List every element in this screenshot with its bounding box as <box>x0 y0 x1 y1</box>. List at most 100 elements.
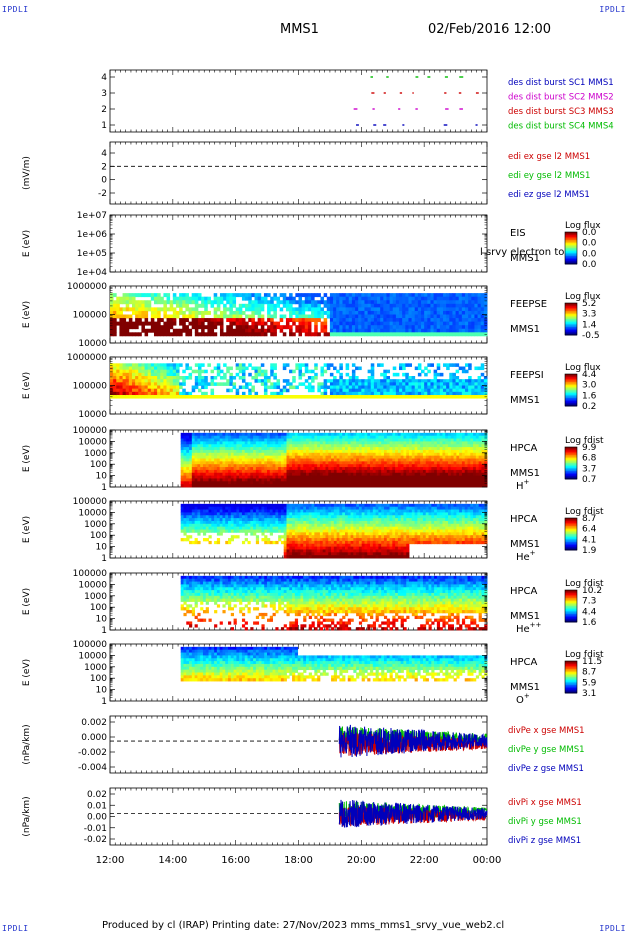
heatmap-cell <box>222 464 226 468</box>
colorbar-swatch <box>565 325 577 328</box>
heatmap-cell <box>392 438 396 442</box>
heatmap-cell <box>364 478 368 482</box>
heatmap-cell <box>194 379 199 383</box>
heatmap-cell <box>286 455 290 459</box>
heatmap-cell <box>235 388 240 393</box>
heatmap-cell <box>197 376 202 380</box>
heatmap-cell <box>392 300 397 305</box>
heatmap-cell <box>241 395 246 399</box>
heatmap-cell <box>267 300 271 305</box>
heatmap-cell <box>239 464 243 468</box>
heatmap-cell <box>399 385 403 390</box>
heatmap-cell <box>226 296 230 301</box>
heatmap-cell <box>317 388 321 393</box>
panel-frame <box>109 69 488 133</box>
heatmap-cell <box>480 363 485 367</box>
heatmap-cell <box>455 363 460 367</box>
heatmap-cell <box>204 369 208 374</box>
heatmap-cell <box>353 467 357 471</box>
heatmap-cell <box>289 328 293 333</box>
heatmap-cell <box>279 325 284 330</box>
heatmap-cell <box>211 452 215 457</box>
heatmap-cell <box>436 379 441 383</box>
heatmap-cell <box>446 363 450 367</box>
heatmap-cell <box>430 293 434 298</box>
heatmap-cell <box>211 472 215 476</box>
heatmap-cell <box>328 449 332 454</box>
heatmap-cell <box>255 461 260 465</box>
heatmap-cell <box>163 314 167 319</box>
heatmap-cell <box>455 314 460 319</box>
heatmap-cell <box>381 455 385 459</box>
heatmap-cell <box>333 452 338 457</box>
heatmap-cell <box>430 363 434 367</box>
heatmap-cell <box>213 325 218 330</box>
heatmap-cell <box>347 484 351 488</box>
heatmap-cell <box>235 391 240 396</box>
heatmap-cell <box>452 382 456 386</box>
heatmap-cell <box>239 438 243 442</box>
heatmap-cell <box>386 472 390 476</box>
heatmap-cell <box>465 318 469 323</box>
heatmap-cell <box>297 464 301 468</box>
heatmap-cell <box>194 328 199 333</box>
heatmap-cell <box>383 391 387 396</box>
heatmap-cell <box>361 447 365 451</box>
heatmap-cell <box>367 369 372 374</box>
heatmap-cell <box>250 438 254 442</box>
heatmap-cell <box>380 296 384 301</box>
heatmap-cell <box>197 455 201 459</box>
heatmap-cell <box>433 388 438 393</box>
heatmap-cell <box>295 325 299 330</box>
heatmap-cell <box>370 388 375 393</box>
heatmap-cell <box>280 481 285 485</box>
heatmap-cell <box>402 307 406 312</box>
heatmap-cell <box>213 314 218 319</box>
heatmap-cell <box>367 307 372 312</box>
heatmap-cell <box>216 296 221 301</box>
heatmap-cell <box>389 391 394 396</box>
heatmap-cell <box>356 441 360 445</box>
heatmap-cell <box>157 376 161 380</box>
heatmap-cell <box>421 385 425 390</box>
heatmap-cell <box>420 461 424 465</box>
heatmap-cell <box>350 449 354 454</box>
heatmap-cell <box>355 300 359 305</box>
heatmap-cell <box>263 391 268 396</box>
heatmap-cell <box>383 461 388 465</box>
heatmap-cell <box>433 300 438 305</box>
heatmap-cell <box>370 328 375 333</box>
heatmap-cell <box>219 395 224 399</box>
heatmap-cell <box>119 372 123 377</box>
heatmap-cell <box>294 484 299 488</box>
heatmap-cell <box>294 472 299 476</box>
heatmap-cell <box>292 469 296 474</box>
heatmap-cell <box>348 379 353 383</box>
heatmap-cell <box>241 481 246 485</box>
heatmap-cell <box>163 300 167 305</box>
heatmap-cell <box>347 435 351 439</box>
heatmap-cell <box>292 376 296 380</box>
heatmap-cell <box>264 455 268 459</box>
heatmap-cell <box>166 369 171 374</box>
heatmap-cell <box>414 447 418 451</box>
heatmap-cell <box>305 467 310 471</box>
heatmap-cell <box>355 388 359 393</box>
heatmap-cell <box>364 469 368 474</box>
heatmap-cell <box>375 449 379 454</box>
heatmap-cell <box>468 363 472 367</box>
heatmap-cell <box>399 293 403 298</box>
heatmap-cell <box>233 435 237 439</box>
heatmap-cell <box>144 293 149 298</box>
heatmap-cell <box>191 469 196 474</box>
heatmap-cell <box>452 296 456 301</box>
heatmap-cell <box>305 472 310 476</box>
heatmap-cell <box>229 293 233 298</box>
heatmap-cell <box>383 455 388 459</box>
heatmap-cell <box>344 449 349 454</box>
heatmap-cell <box>253 469 257 474</box>
heatmap-cell <box>364 455 368 459</box>
heatmap-cell <box>361 432 365 437</box>
date-title: 02/Feb/2016 12:00 <box>428 22 551 37</box>
heatmap-cell <box>157 369 161 374</box>
